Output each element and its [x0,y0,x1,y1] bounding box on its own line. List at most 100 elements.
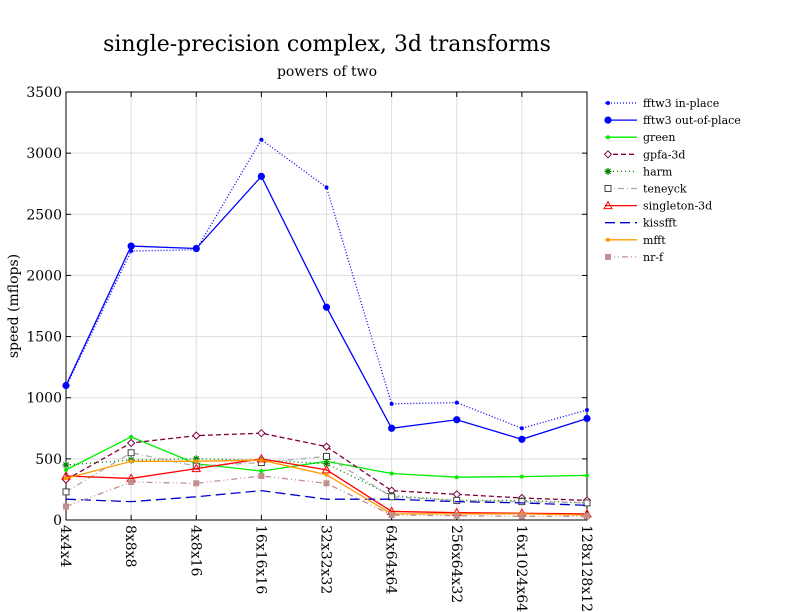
data-point [129,434,134,439]
legend-marker [604,116,612,124]
series-7 [65,489,588,506]
series-group [61,137,592,520]
x-tick-label: 16x1024x64 [513,525,529,612]
x-tick-label: 32x32x32 [318,525,334,594]
x-tick-label: 8x8x8 [122,525,138,568]
series-line [65,475,587,517]
series-9 [63,472,590,520]
series-line [65,489,588,506]
x-tick-label: 64x64x64 [383,525,399,594]
x-tick-label: 128x128x128 [578,525,594,612]
legend-marker [603,200,613,210]
legend-label: teneyck [643,183,687,196]
data-point [323,452,330,460]
data-point [584,513,590,520]
data-point [518,498,526,506]
data-point [388,512,395,519]
data-point [454,400,459,405]
legend-item: mfft [605,234,666,247]
data-point [585,473,589,478]
series-1 [62,172,591,443]
legend-label: green [643,131,675,144]
legend-item: gpfa-3d [603,148,685,161]
data-point [63,503,69,510]
data-point [191,463,202,473]
legend-marker [603,150,613,159]
data-point [585,407,589,412]
y-tick-label: 1500 [26,330,62,346]
y-tick-label: 0 [53,513,62,529]
legend-label: fftw3 out-of-place [643,114,741,127]
y-tick-label: 500 [35,452,62,468]
y-tick-label: 2000 [26,268,62,284]
data-point [257,428,266,438]
y-tick-label: 3500 [26,85,62,101]
series-line [65,138,588,429]
data-point [389,471,394,476]
legend-marker [604,167,612,175]
y-tick-label: 3000 [26,146,62,162]
legend-label: gpfa-3d [643,148,685,161]
legend-marker [606,101,610,105]
data-point [453,416,461,424]
data-point [127,242,135,250]
y-axis: 0 500 1000 1500 2000 2500 3000 3500 [26,85,587,529]
data-point [388,424,396,432]
legend-label: singleton-3d [643,200,712,213]
data-point [62,488,70,496]
legend-label: harm [643,165,673,178]
x-tick-label: 4x8x16 [187,525,203,577]
data-point [64,467,68,472]
legend-item: fftw3 in-place [605,97,719,110]
legend-label: fftw3 in-place [643,97,719,110]
legend-item: nr-f [605,251,664,264]
x-tick-label: 4x4x4 [57,525,73,568]
data-point [62,381,70,390]
legend-label: mfft [643,234,666,247]
data-point [127,449,135,457]
data-point [192,431,201,440]
data-point [453,512,460,519]
legend-item: singleton-3d [603,200,712,213]
data-point [583,499,591,507]
data-point [258,472,265,479]
legend-item: teneyck [604,183,687,196]
series-line [65,458,588,515]
data-point [129,248,134,253]
chart-subtitle: powers of two [277,64,377,80]
legend-marker [606,135,610,140]
y-tick-label: 1000 [26,391,62,407]
x-axis: 4x4x4 8x8x8 4x8x16 16x16x16 32x32x32 64x64x64… [57,92,594,612]
legend-marker [604,185,612,192]
legend-label: nr-f [643,251,664,264]
data-point [518,513,525,520]
legend-marker [605,253,611,260]
data-point [452,490,461,499]
legend-item: kissfft [605,217,677,230]
data-point [322,303,331,311]
chart-title: single-precision complex, 3d transforms [103,32,551,57]
data-point [194,459,199,464]
x-tick-label: 16x16x16 [252,525,268,594]
data-point [453,496,461,504]
y-tick-label: 2500 [26,207,62,223]
data-point [454,475,459,480]
legend-item: fftw3 out-of-place [604,114,741,127]
data-point [193,480,200,487]
data-point [323,480,330,487]
data-point [389,401,394,406]
data-point [64,476,68,481]
series-line [65,432,588,502]
y-axis-label: speed (mflops) [6,254,22,358]
data-point [192,244,200,253]
data-point [129,459,134,464]
data-point [259,469,264,474]
data-point [259,458,264,463]
data-point [324,185,329,190]
data-point [388,493,396,501]
data-point [128,479,135,486]
data-point [259,137,264,142]
data-point [519,426,524,431]
legend-item: green [605,131,675,144]
